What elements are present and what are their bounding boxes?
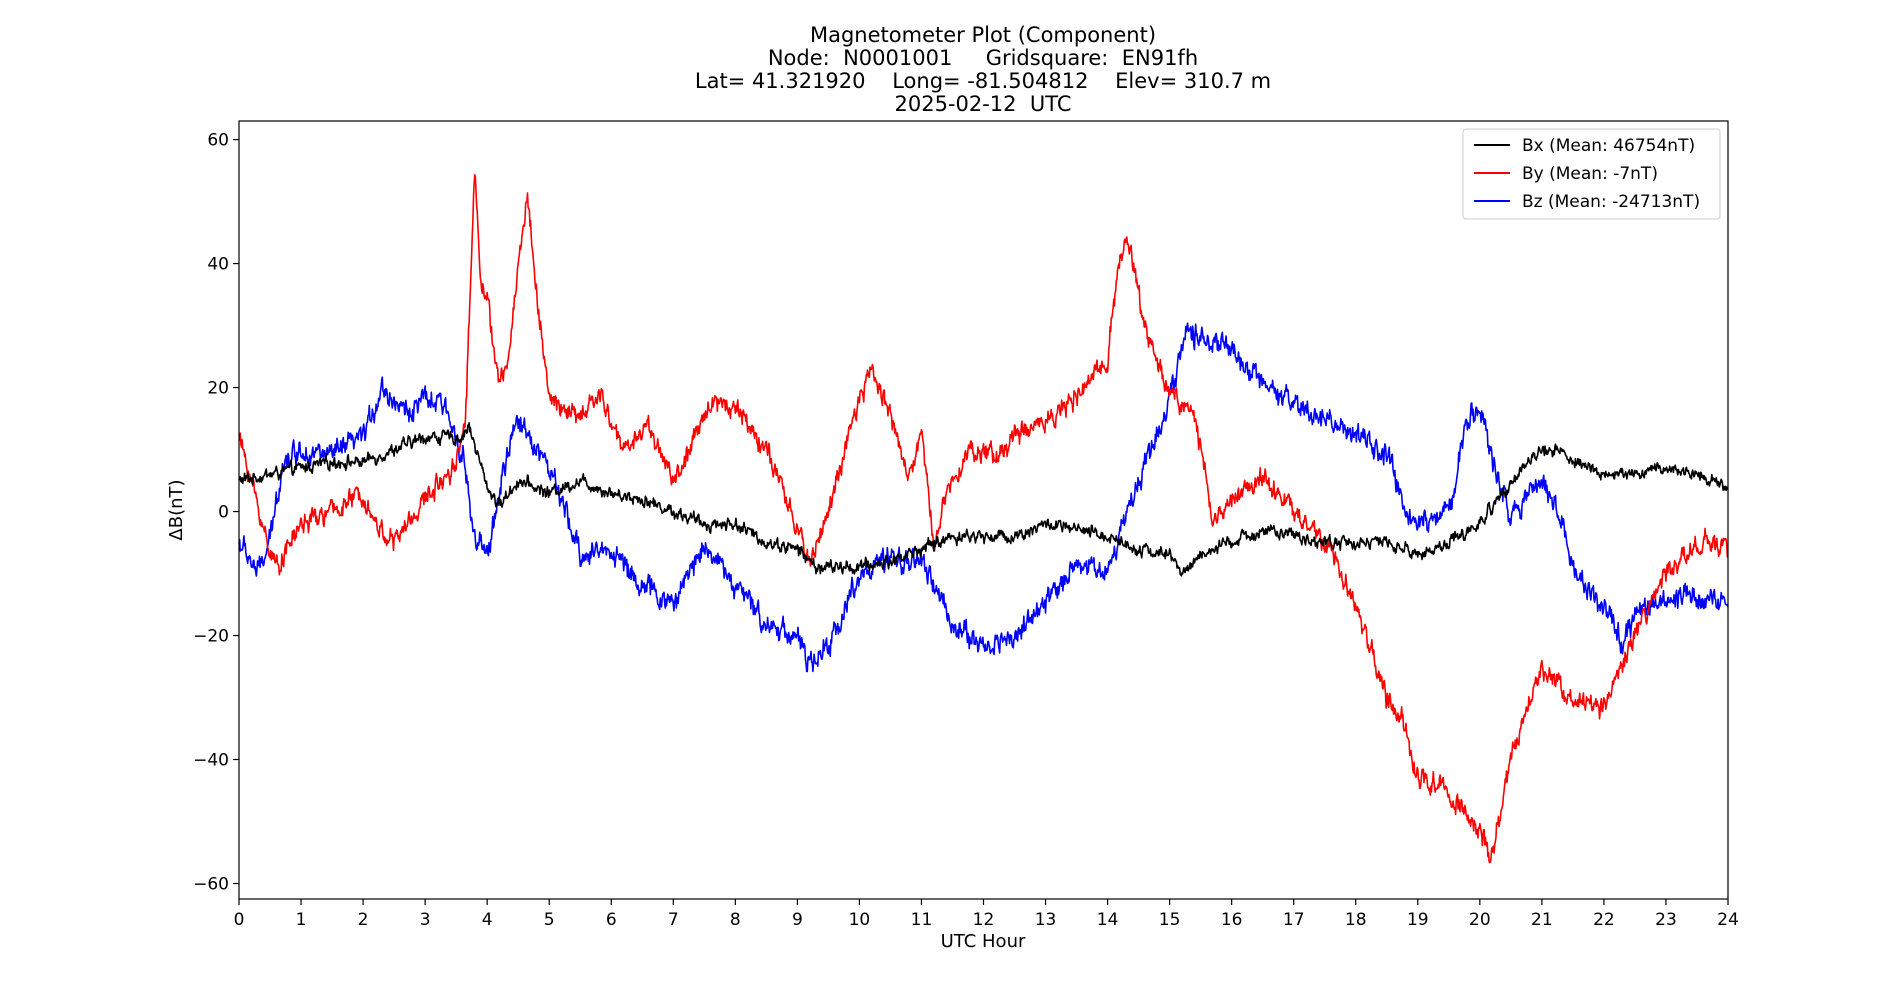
x-tick-label: 17 — [1283, 910, 1305, 930]
y-tick-label: 0 — [218, 503, 229, 523]
x-tick-label: 8 — [730, 910, 741, 930]
x-tick-label: 23 — [1655, 910, 1677, 930]
y-tick-label: 40 — [207, 255, 229, 275]
x-tick-label: 18 — [1345, 910, 1367, 930]
legend-label-bz: Bz (Mean: -24713nT) — [1522, 192, 1700, 212]
legend: Bx (Mean: 46754nT) By (Mean: -7nT) Bz (M… — [1462, 128, 1721, 220]
series-bx-line — [238, 422, 1729, 577]
x-tick-label: 0 — [234, 910, 245, 930]
legend-label-by: By (Mean: -7nT) — [1522, 164, 1658, 184]
x-axis-label: UTC Hour — [941, 931, 1026, 952]
x-tick-label: 13 — [1035, 910, 1057, 930]
x-tick-label: 11 — [911, 910, 933, 930]
x-tick-label: 15 — [1159, 910, 1181, 930]
x-tick-label: 2 — [358, 910, 369, 930]
x-tick-label: 12 — [973, 910, 995, 930]
x-tick-label: 4 — [482, 910, 493, 930]
y-tick-label: −20 — [193, 627, 229, 647]
series-bz-line — [238, 322, 1729, 673]
x-tick-label: 1 — [296, 910, 307, 930]
y-tick-label: −60 — [193, 875, 229, 895]
y-tick-label: −40 — [193, 751, 229, 771]
y-axis-label: ΔB(nT) — [166, 479, 187, 540]
title-line-3: Lat= 41.321920 Long= -81.504812 Elev= 31… — [695, 69, 1271, 93]
y-tick-label: 60 — [207, 131, 229, 151]
x-tick-label: 16 — [1221, 910, 1243, 930]
x-tick-label: 21 — [1531, 910, 1553, 930]
title-line-4: 2025-02-12 UTC — [894, 92, 1071, 116]
x-tick-label: 14 — [1097, 910, 1119, 930]
legend-label-bx: Bx (Mean: 46754nT) — [1522, 136, 1695, 156]
x-tick-label: 24 — [1717, 910, 1739, 930]
chart-title: Magnetometer Plot (Component) Node: N000… — [695, 23, 1271, 116]
x-tick-label: 7 — [668, 910, 679, 930]
plot-frame — [238, 120, 1729, 900]
title-line-2: Node: N0001001 Gridsquare: EN91fh — [768, 46, 1198, 70]
x-tick-label: 6 — [606, 910, 617, 930]
legend-box — [1462, 128, 1721, 220]
series-by-line — [238, 174, 1729, 864]
x-tick-label: 22 — [1593, 910, 1615, 930]
x-tick-label: 5 — [544, 910, 555, 930]
x-tick-label: 20 — [1469, 910, 1491, 930]
x-tick-label: 19 — [1407, 910, 1429, 930]
x-tick-label: 3 — [420, 910, 431, 930]
series-layer — [238, 174, 1729, 864]
y-tick-label: 20 — [207, 379, 229, 399]
title-line-1: Magnetometer Plot (Component) — [810, 23, 1156, 47]
x-tick-label: 10 — [849, 910, 871, 930]
ticks-layer: 0 1 2 3 4 5 6 7 8 9 10 11 12 13 14 15 16 17 18 19 20 21 22 23 24… — [193, 131, 1739, 930]
x-tick-label: 9 — [792, 910, 803, 930]
